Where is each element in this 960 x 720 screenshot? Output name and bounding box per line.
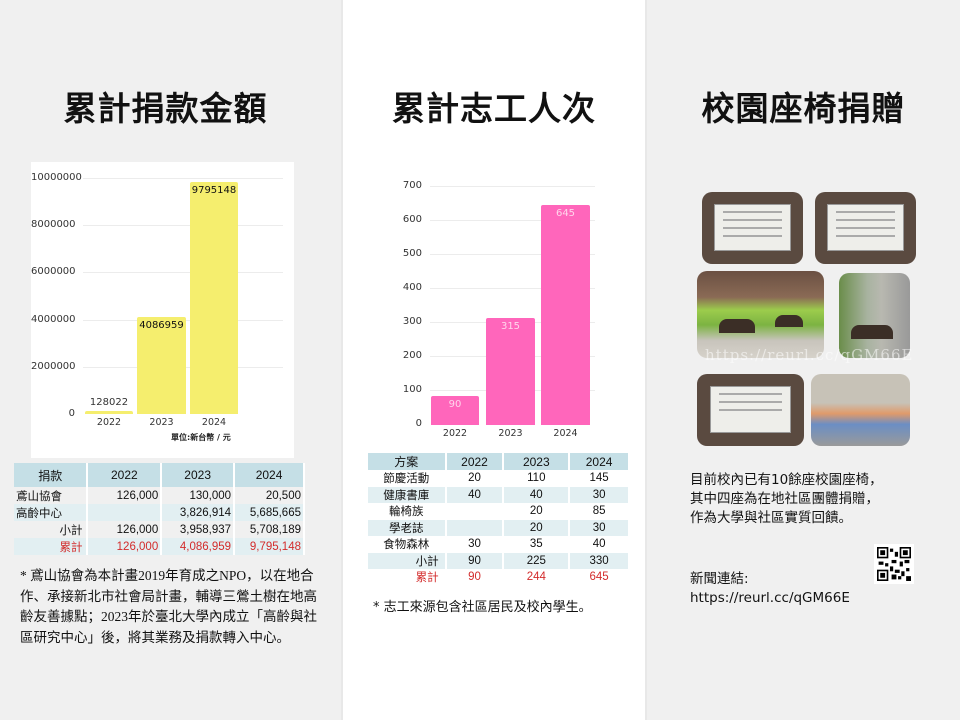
- y-tick: 2000000: [31, 361, 76, 372]
- photo-plaque-1: [702, 192, 803, 264]
- y-tick: 700: [402, 180, 422, 191]
- bar-2024: 9795148: [190, 182, 238, 414]
- y-tick: 400: [402, 282, 422, 293]
- table-row-total: 累計 126,000 4,086,959 9,795,148: [14, 538, 305, 555]
- bar-2022: 128022: [85, 397, 133, 414]
- table-header: 2024: [569, 453, 630, 470]
- bar-2022: 90: [431, 396, 479, 425]
- table-header: 2022: [445, 453, 505, 470]
- y-tick: 4000000: [31, 314, 76, 325]
- gridline: [430, 288, 595, 289]
- photo-plaque-2: [815, 192, 916, 264]
- volunteer-table: 方案 2022 2023 2024 節慶活動 20 110 145 健康書庫 4…: [368, 453, 630, 586]
- volunteer-panel: 累計志工人次 700 600 500 400 300 200 100 0 90 …: [341, 0, 647, 720]
- x-tick: 2022: [442, 428, 468, 439]
- y-tick: 6000000: [31, 266, 76, 277]
- qr-code-icon: [877, 547, 911, 581]
- y-tick: 10000000: [31, 172, 82, 183]
- donation-bar-chart: 10000000 8000000 6000000 4000000 2000000…: [31, 162, 294, 458]
- table-header: 2022: [87, 463, 163, 487]
- y-tick: 500: [402, 248, 422, 259]
- y-tick: 8000000: [31, 219, 76, 230]
- donation-note: * 鳶山協會為本計畫2019年育成之NPO，以在地合作、承接新北市社會局計畫，輔…: [20, 568, 317, 645]
- donation-panel: 累計捐款金額 10000000 8000000 6000000 4000000 …: [0, 0, 341, 720]
- table-row: 高齡中心 3,826,914 5,685,665: [14, 504, 305, 521]
- table-row: 節慶活動 20 110 145: [368, 470, 630, 487]
- table-header: 2023: [161, 463, 236, 487]
- y-tick: 0: [415, 418, 422, 429]
- volunteer-bar-chart: 700 600 500 400 300 200 100 0 90 315 645…: [394, 178, 604, 448]
- photo-bench-by-tree: [839, 273, 910, 358]
- x-tick: 2023: [498, 428, 523, 439]
- table-header: 2024: [234, 463, 305, 487]
- y-tick: 0: [68, 408, 75, 419]
- gridline: [83, 272, 283, 273]
- x-tick: 2024: [201, 417, 227, 428]
- gridline: [430, 186, 595, 187]
- bench-panel: 校園座椅捐贈 目前校內已有10餘座校園座椅， 其中四座為在地社區團體捐贈， 作為…: [647, 0, 960, 720]
- x-tick: 2024: [553, 428, 578, 439]
- photo-plaque-3: [697, 374, 804, 446]
- y-tick: 300: [402, 316, 422, 327]
- bench-description: 目前校內已有10餘座校園座椅， 其中四座為在地社區團體捐贈， 作為大學與社區實質…: [690, 472, 883, 526]
- table-row: 小計 90 225 330: [368, 552, 630, 569]
- volunteer-note: * 志工來源包含社區居民及校內學生。: [373, 600, 592, 615]
- gridline: [430, 220, 595, 221]
- table-header: 方案: [368, 453, 447, 470]
- photo-group: [811, 374, 910, 446]
- qr-code[interactable]: [874, 544, 914, 584]
- table-row: 輪椅族 20 85: [368, 503, 630, 520]
- y-tick: 100: [402, 384, 422, 395]
- bench-title: 校園座椅捐贈: [701, 89, 906, 128]
- table-row-total: 累計 90 244 645: [368, 569, 630, 586]
- watermark-text: https://reurl.cc/qGM66E: [705, 346, 914, 364]
- news-url[interactable]: https://reurl.cc/qGM66E: [690, 590, 850, 606]
- table-header: 2023: [503, 453, 571, 470]
- news-label: 新聞連結:: [690, 571, 749, 587]
- bar-2024: 645: [541, 205, 590, 425]
- bar-2023: 315: [486, 318, 535, 425]
- table-header: 捐款: [14, 463, 89, 487]
- volunteer-title: 累計志工人次: [392, 89, 596, 128]
- table-row: 鳶山協會 126,000 130,000 20,500: [14, 487, 305, 504]
- table-row: 學老誌 20 30: [368, 519, 630, 536]
- y-tick: 600: [402, 214, 422, 225]
- donation-title: 累計捐款金額: [63, 89, 268, 128]
- photo-garden-benches: [697, 271, 824, 358]
- table-row: 健康書庫 40 40 30: [368, 486, 630, 503]
- news-link-block: 新聞連結: https://reurl.cc/qGM66E: [690, 570, 850, 608]
- gridline: [430, 254, 595, 255]
- gridline: [83, 225, 283, 226]
- table-row: 食物森林 30 35 40: [368, 536, 630, 553]
- donation-table: 捐款 2022 2023 2024 鳶山協會 126,000 130,000 2…: [14, 463, 305, 555]
- gridline: [83, 178, 283, 179]
- bar-2023: 4086959: [137, 317, 186, 414]
- y-tick: 200: [402, 350, 422, 361]
- x-tick: 2023: [149, 417, 174, 428]
- x-tick: 2022: [96, 417, 122, 428]
- unit-label: 單位:新台幣 / 元: [171, 433, 231, 442]
- table-row: 小計 126,000 3,958,937 5,708,189: [14, 521, 305, 538]
